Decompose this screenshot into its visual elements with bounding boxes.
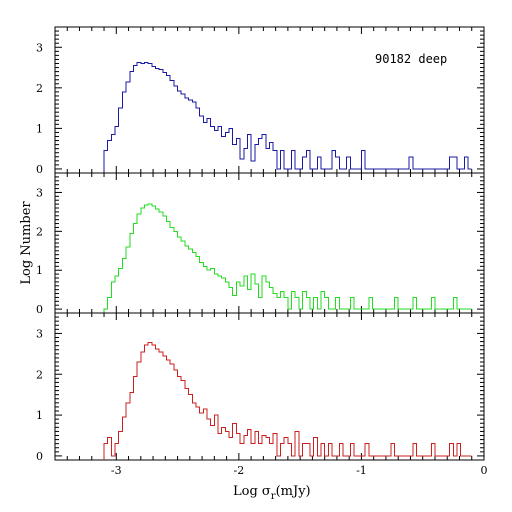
x-axis-label-unit: (mJy)	[276, 484, 311, 499]
x-tick-label: -1	[356, 464, 367, 477]
histogram-panel: 0 1 2 3	[36, 26, 485, 176]
y-tick-label: 3	[36, 186, 43, 199]
histogram-series	[103, 61, 472, 173]
y-tick-label: 2	[36, 225, 43, 238]
x-axis: -3 -2 -1 0	[111, 464, 488, 477]
histogram-panel: 0 1 2 3	[36, 312, 485, 463]
annotation-label: 90182 deep	[375, 52, 447, 66]
y-tick-label: 1	[36, 409, 43, 422]
y-tick-label: 2	[36, 82, 43, 95]
x-tick-label: 0	[481, 464, 488, 477]
x-tick-label: -3	[111, 464, 122, 477]
y-tick-label: 3	[36, 327, 43, 340]
panel-frame	[54, 26, 485, 174]
x-axis-label-subscript: r	[271, 491, 276, 502]
y-tick-label: 0	[36, 450, 43, 463]
y-tick-label: 1	[36, 122, 43, 135]
y-tick-label: 1	[36, 264, 43, 277]
histogram-panel: 0 1 2 3	[36, 172, 485, 316]
histogram-series	[103, 203, 472, 313]
y-tick-label: 0	[36, 303, 43, 316]
y-tick-label: 3	[36, 41, 43, 54]
histogram-series	[103, 341, 472, 460]
y-tick-label: 0	[36, 163, 43, 176]
panel-frame	[54, 172, 485, 314]
histogram-panels: 0 1 2 3 0 1 2 3 0 1 2 3	[36, 26, 485, 463]
x-axis-label: Log σr(mJy)	[233, 484, 311, 502]
y-axis-label: Log Number	[19, 201, 34, 285]
y-tick-label: 2	[36, 368, 43, 381]
x-tick-label: -2	[233, 464, 244, 477]
